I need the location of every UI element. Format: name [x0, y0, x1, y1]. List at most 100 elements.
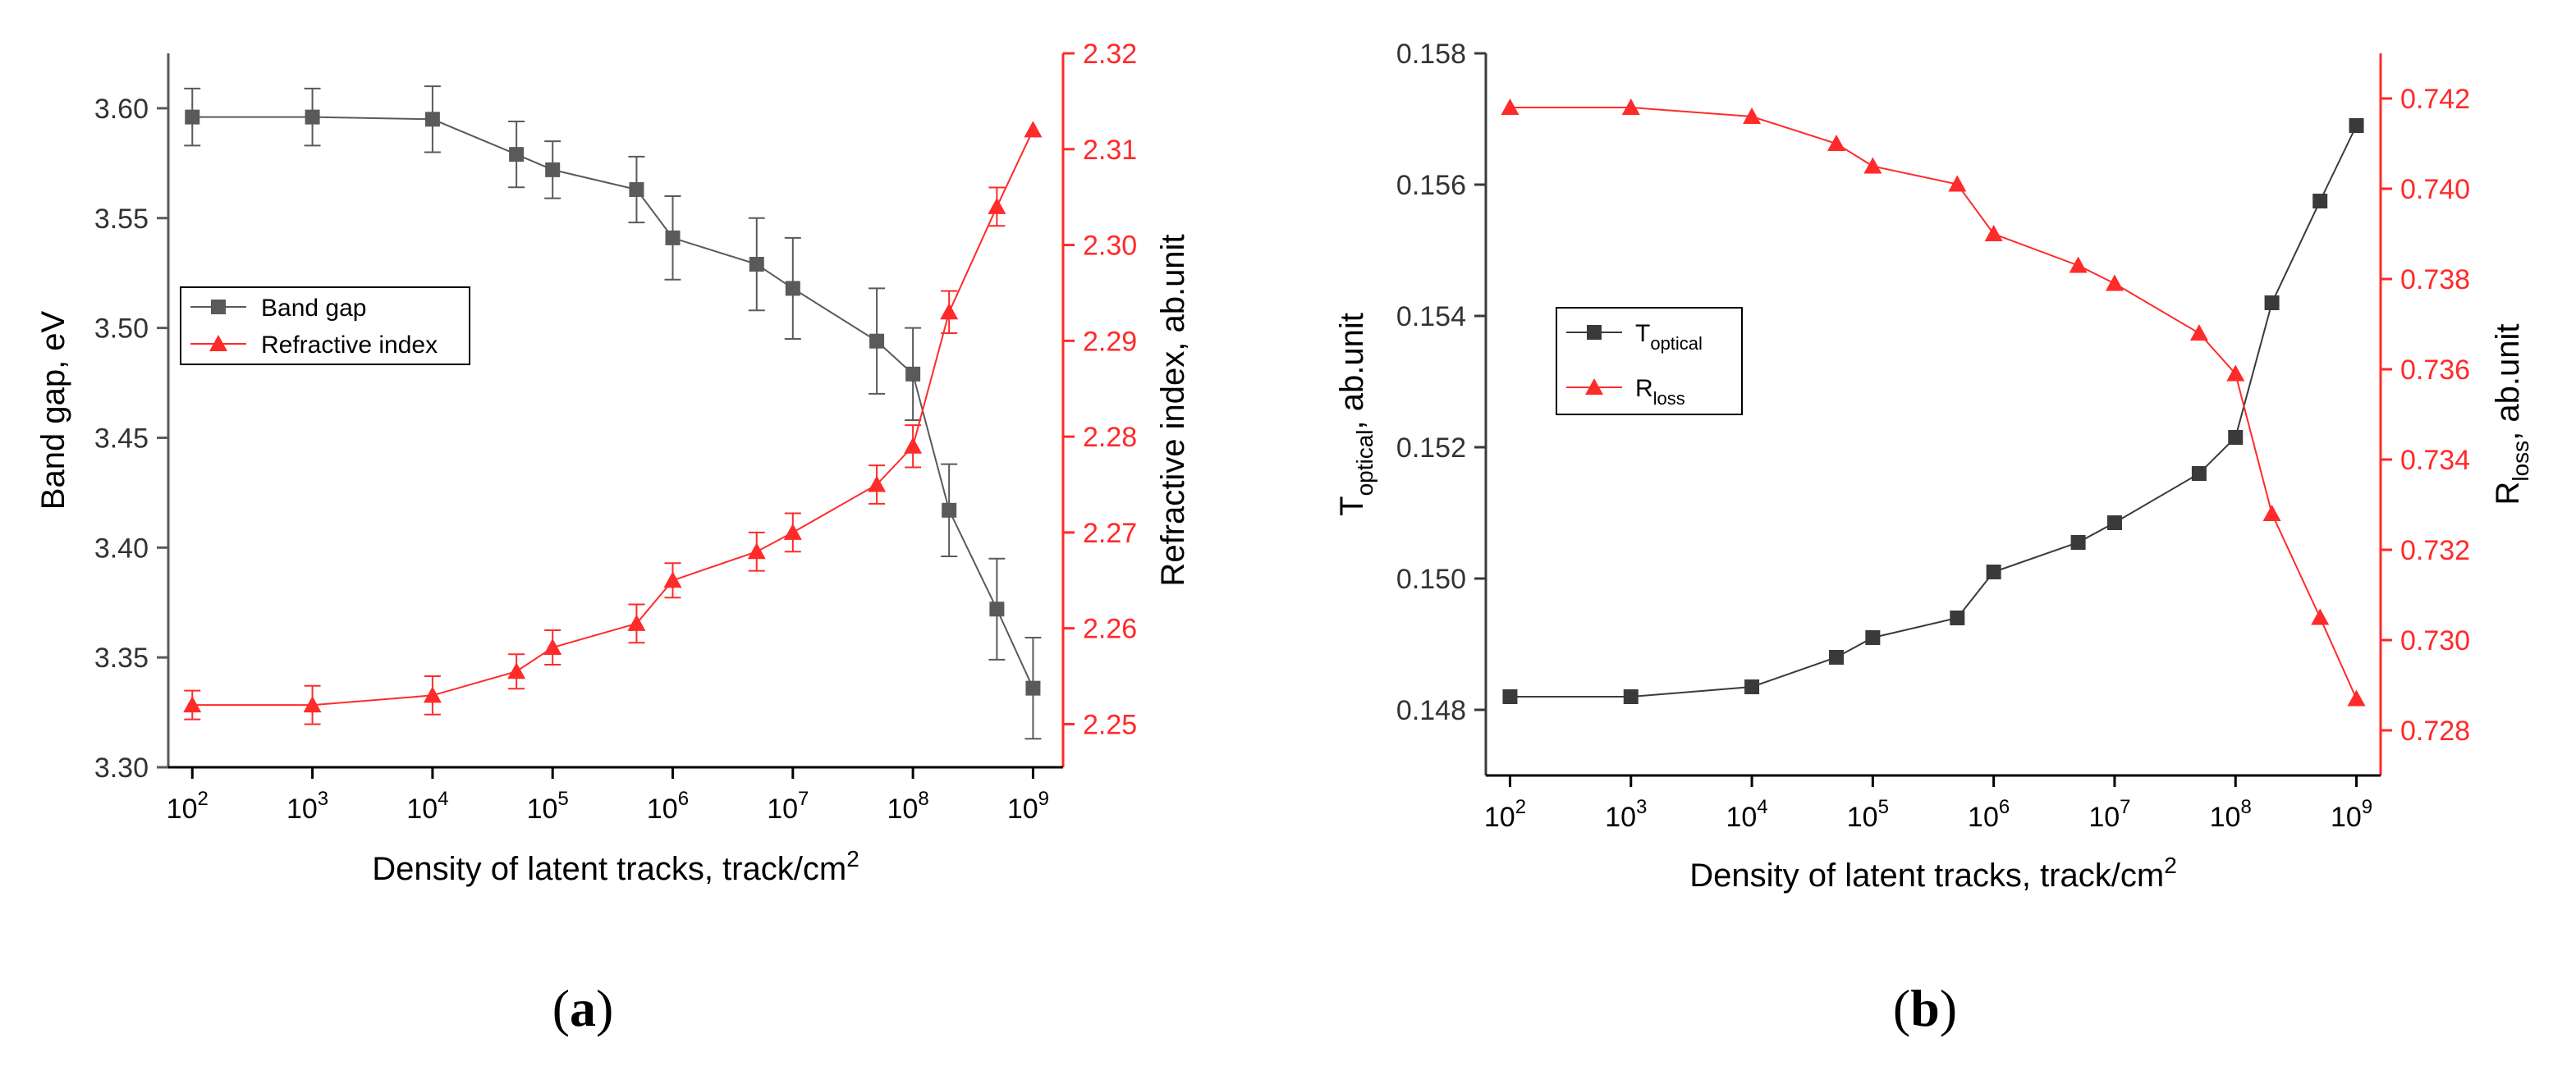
- chart-b-point-t-optical: [2264, 295, 2280, 310]
- chart-b-right-tick-label-0-740: 0.740: [2400, 174, 2470, 205]
- chart-b-legend-label-r-loss: Rloss: [1635, 375, 1685, 409]
- chart-a-point-refractive-index: [543, 638, 562, 656]
- chart-a-point-refractive-index: [940, 303, 959, 320]
- chart-a-x-tick-label-2: 102: [167, 788, 209, 825]
- chart-b-point-r-loss: [1984, 225, 2003, 241]
- chart-b-legend-marker-r-loss: [1585, 378, 1603, 395]
- chart-b-left-tick-label-0-148: 0.148: [1396, 695, 1466, 726]
- chart-a-point-band-gap: [509, 147, 525, 162]
- chart-b-right-tick-label-0-742: 0.742: [2400, 84, 2470, 115]
- chart-b-point-t-optical: [1502, 689, 1518, 704]
- chart-b-x-tick-label-3: 103: [1605, 796, 1647, 833]
- chart-a-legend-label-refractive-index: Refractive index: [261, 332, 438, 359]
- chart-b-line-t-optical: [1510, 125, 2358, 698]
- chart-b-right-tick-label-0-728: 0.728: [2400, 716, 2470, 747]
- chart-b-point-r-loss: [2226, 364, 2245, 382]
- chart-b-x-axis-title: Density of latent tracks, track/cm2: [1689, 853, 2177, 894]
- chart-b-legend-label-t-optical: Toptical: [1635, 320, 1703, 354]
- chart-b-point-t-optical: [1623, 689, 1639, 704]
- chart-a-x-tick-label-7: 107: [767, 788, 809, 825]
- chart-a-point-refractive-index: [868, 475, 887, 492]
- chart-a-x-tick-label-4: 104: [406, 788, 448, 825]
- chart-a-point-band-gap: [869, 333, 885, 349]
- chart-b-line-r-loss: [1510, 107, 2358, 699]
- chart-b-point-t-optical: [2228, 430, 2244, 445]
- chart-a-x-ticks: 102 103 104 105 106 107 108 109: [167, 767, 1049, 825]
- chart-b-x-tick-label-7: 107: [2088, 796, 2130, 833]
- chart-a-x-tick-label-3: 103: [286, 788, 328, 825]
- chart-a-point-band-gap: [905, 366, 921, 382]
- chart-b-x-tick-label-9: 109: [2331, 796, 2372, 833]
- chart-b-point-r-loss: [2347, 689, 2366, 707]
- chart-a-right-axis-title: Refractive index, ab.unit: [1155, 234, 1191, 586]
- chart-a-series-band-gap: [184, 85, 1042, 740]
- chart-b-right-tick-label-0-732: 0.732: [2400, 535, 2470, 566]
- chart-b-right-tick-label-0-730: 0.730: [2400, 625, 2470, 656]
- chart-b-left-ticks: 0.148 0.150 0.152 0.154 0.156 0.158: [1396, 39, 1486, 726]
- chart-a-point-refractive-index: [303, 696, 322, 713]
- chart-a-point-refractive-index: [904, 437, 923, 454]
- chart-b-x-tick-label-8: 108: [2210, 796, 2252, 833]
- chart-b-point-r-loss: [1863, 157, 1882, 174]
- chart-a-legend-marker-band-gap: [211, 300, 226, 314]
- chart-b-x-tick-label-4: 104: [1726, 796, 1767, 833]
- chart-a-point-band-gap: [545, 162, 561, 177]
- chart-b-point-t-optical: [1986, 565, 2001, 579]
- panel-label-a: (a): [552, 979, 614, 1037]
- chart-b-point-t-optical: [2312, 194, 2328, 208]
- chart-b-point-r-loss: [2069, 256, 2088, 273]
- chart-b-x-tick-label-5: 105: [1847, 796, 1889, 833]
- chart-b-legend-marker-t-optical: [1587, 325, 1602, 340]
- chart-a-legend-marker-refractive-index: [209, 335, 227, 351]
- chart-a-left-tick-label-3-30: 3.30: [94, 752, 149, 784]
- chart-b-left-tick-label-0-158: 0.158: [1396, 39, 1466, 70]
- chart-b-right-tick-label-0-734: 0.734: [2400, 445, 2470, 476]
- chart-a-point-band-gap: [942, 502, 957, 518]
- chart-b-point-r-loss: [1501, 98, 1519, 115]
- chart-b-right-axis-title: Rloss, ab.unit: [2490, 323, 2533, 505]
- chart-a-right-tick-label-2-27: 2.27: [1083, 518, 1137, 549]
- chart-a-point-band-gap: [629, 181, 644, 197]
- chart-a-point-refractive-index: [507, 662, 526, 679]
- chart-a-right-tick-label-2-29: 2.29: [1083, 326, 1137, 357]
- chart-a-point-refractive-index: [627, 614, 646, 631]
- chart-a-left-tick-label-3-60: 3.60: [94, 94, 149, 125]
- chart-b-point-t-optical: [1829, 650, 1845, 665]
- chart-a-left-tick-label-3-35: 3.35: [94, 643, 149, 674]
- chart-a-x-tick-label-9: 109: [1007, 788, 1049, 825]
- chart-b-right-ticks: 0.728 0.730 0.732 0.734 0.736 0.738 0.740 0.742: [2381, 84, 2470, 747]
- chart-a-left-ticks: 3.30 3.35 3.40 3.45 3.50 3.55 3.60: [94, 94, 168, 784]
- chart-a-left-tick-label-3-55: 3.55: [94, 204, 149, 235]
- chart-a-left-tick-label-3-50: 3.50: [94, 313, 149, 345]
- chart-a-point-band-gap: [185, 109, 200, 125]
- chart-b-point-t-optical: [2070, 535, 2086, 550]
- chart-a-point-band-gap: [785, 281, 800, 296]
- chart-b-point-r-loss: [2262, 505, 2281, 521]
- chart-b-legend: Toptical Rloss: [1556, 307, 1743, 415]
- chart-a-x-axis-title: Density of latent tracks, track/cm2: [372, 846, 859, 887]
- chart-a-x-tick-label-6: 106: [647, 788, 689, 825]
- panel-label-b: (b): [1893, 979, 1957, 1037]
- chart-a-right-tick-label-2-32: 2.32: [1083, 39, 1137, 70]
- chart-b-point-t-optical: [1865, 630, 1881, 645]
- chart-a-legend: Band gap Refractive index: [180, 286, 470, 365]
- chart-a-point-band-gap: [1025, 680, 1041, 696]
- chart-b-point-r-loss: [2189, 324, 2208, 341]
- chart-a-right-tick-label-2-26: 2.26: [1083, 614, 1137, 645]
- chart-a-left-tick-label-3-45: 3.45: [94, 423, 149, 454]
- chart-b-point-t-optical: [1744, 679, 1760, 694]
- chart-a-right-ticks: 2.25 2.26 2.27 2.28 2.29 2.30 2.31 2.32: [1063, 39, 1137, 740]
- chart-a: 3.303.353.403.453.503.553.60 2.252.262.2…: [35, 39, 1191, 887]
- chart-b-right-tick-label-0-736: 0.736: [2400, 355, 2470, 386]
- chart-a-point-band-gap: [665, 230, 681, 245]
- chart-a-left-axis-title: Band gap, eV: [35, 310, 71, 510]
- chart-a-line-band-gap: [192, 116, 1034, 689]
- chart-a-point-refractive-index: [988, 197, 1006, 214]
- chart-a-series-refractive-index: [183, 121, 1043, 725]
- chart-b-series-t-optical: [1502, 118, 2364, 704]
- chart-b-point-r-loss: [1743, 108, 1762, 124]
- chart-a-x-tick-label-5: 105: [527, 788, 569, 825]
- chart-b-point-r-loss: [1827, 135, 1846, 151]
- chart-a-x-tick-label-8: 108: [887, 788, 929, 825]
- chart-a-right-tick-label-2-28: 2.28: [1083, 422, 1137, 453]
